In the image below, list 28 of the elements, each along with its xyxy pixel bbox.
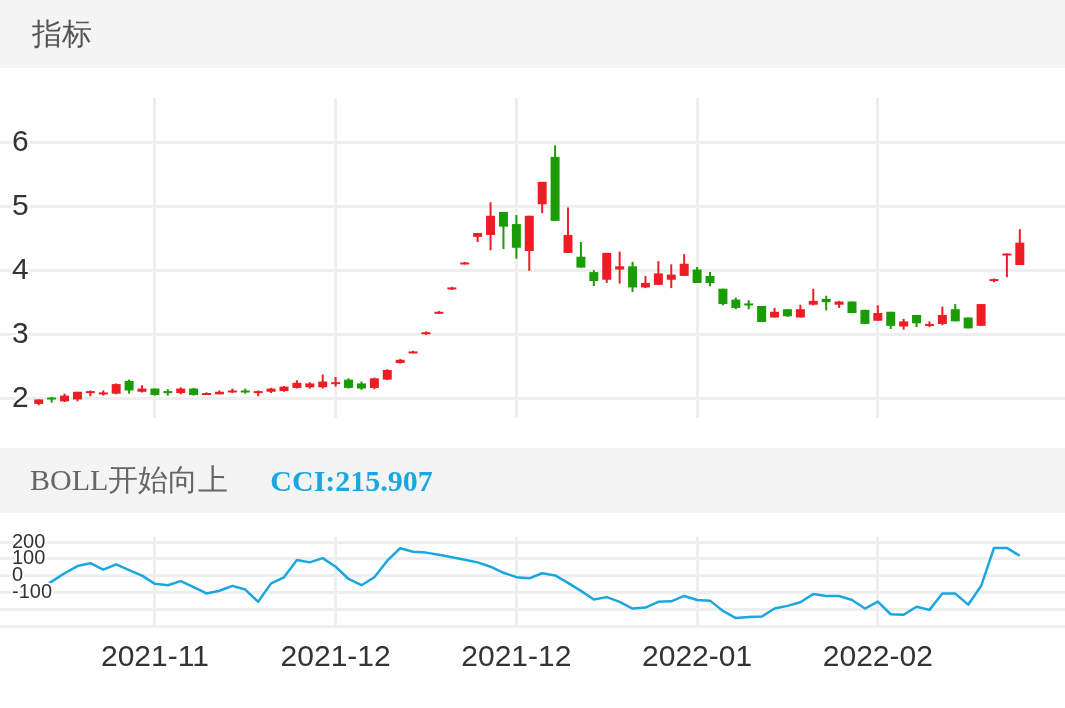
candlestick: [666, 263, 676, 290]
candlestick: [615, 250, 625, 285]
candlestick: [1002, 252, 1012, 279]
text: CCI:215.907: [270, 463, 433, 498]
x-tick-label: 2021-12: [461, 639, 572, 673]
y-tick-label: 2: [12, 380, 29, 414]
candlestick: [653, 260, 663, 286]
candlestick: [537, 180, 547, 215]
candlestick: [563, 206, 573, 254]
y-tick-label: 6: [12, 124, 29, 158]
candlestick: [498, 210, 508, 251]
y-tick-label: 3: [12, 316, 29, 350]
candlestick: [628, 260, 638, 293]
x-tick-label: 2022-02: [822, 639, 933, 673]
candlestick: [1015, 228, 1025, 267]
y-tick-label: 4: [12, 252, 29, 286]
x-tick-label: 2021-12: [280, 639, 391, 673]
candlestick: [679, 253, 689, 277]
candlestick: [486, 201, 496, 252]
candlestick: [511, 214, 521, 260]
y-tick-label: 5: [12, 188, 29, 222]
candlestick: [937, 305, 947, 327]
candlestick: [576, 241, 586, 269]
chart-title: 指标: [32, 14, 92, 53]
chart-title: BOLL开始向上: [30, 462, 229, 498]
x-tick-label: 2022-01: [642, 639, 753, 673]
candlestick: [976, 303, 986, 327]
x-tick-label: 2021-11: [100, 639, 209, 673]
